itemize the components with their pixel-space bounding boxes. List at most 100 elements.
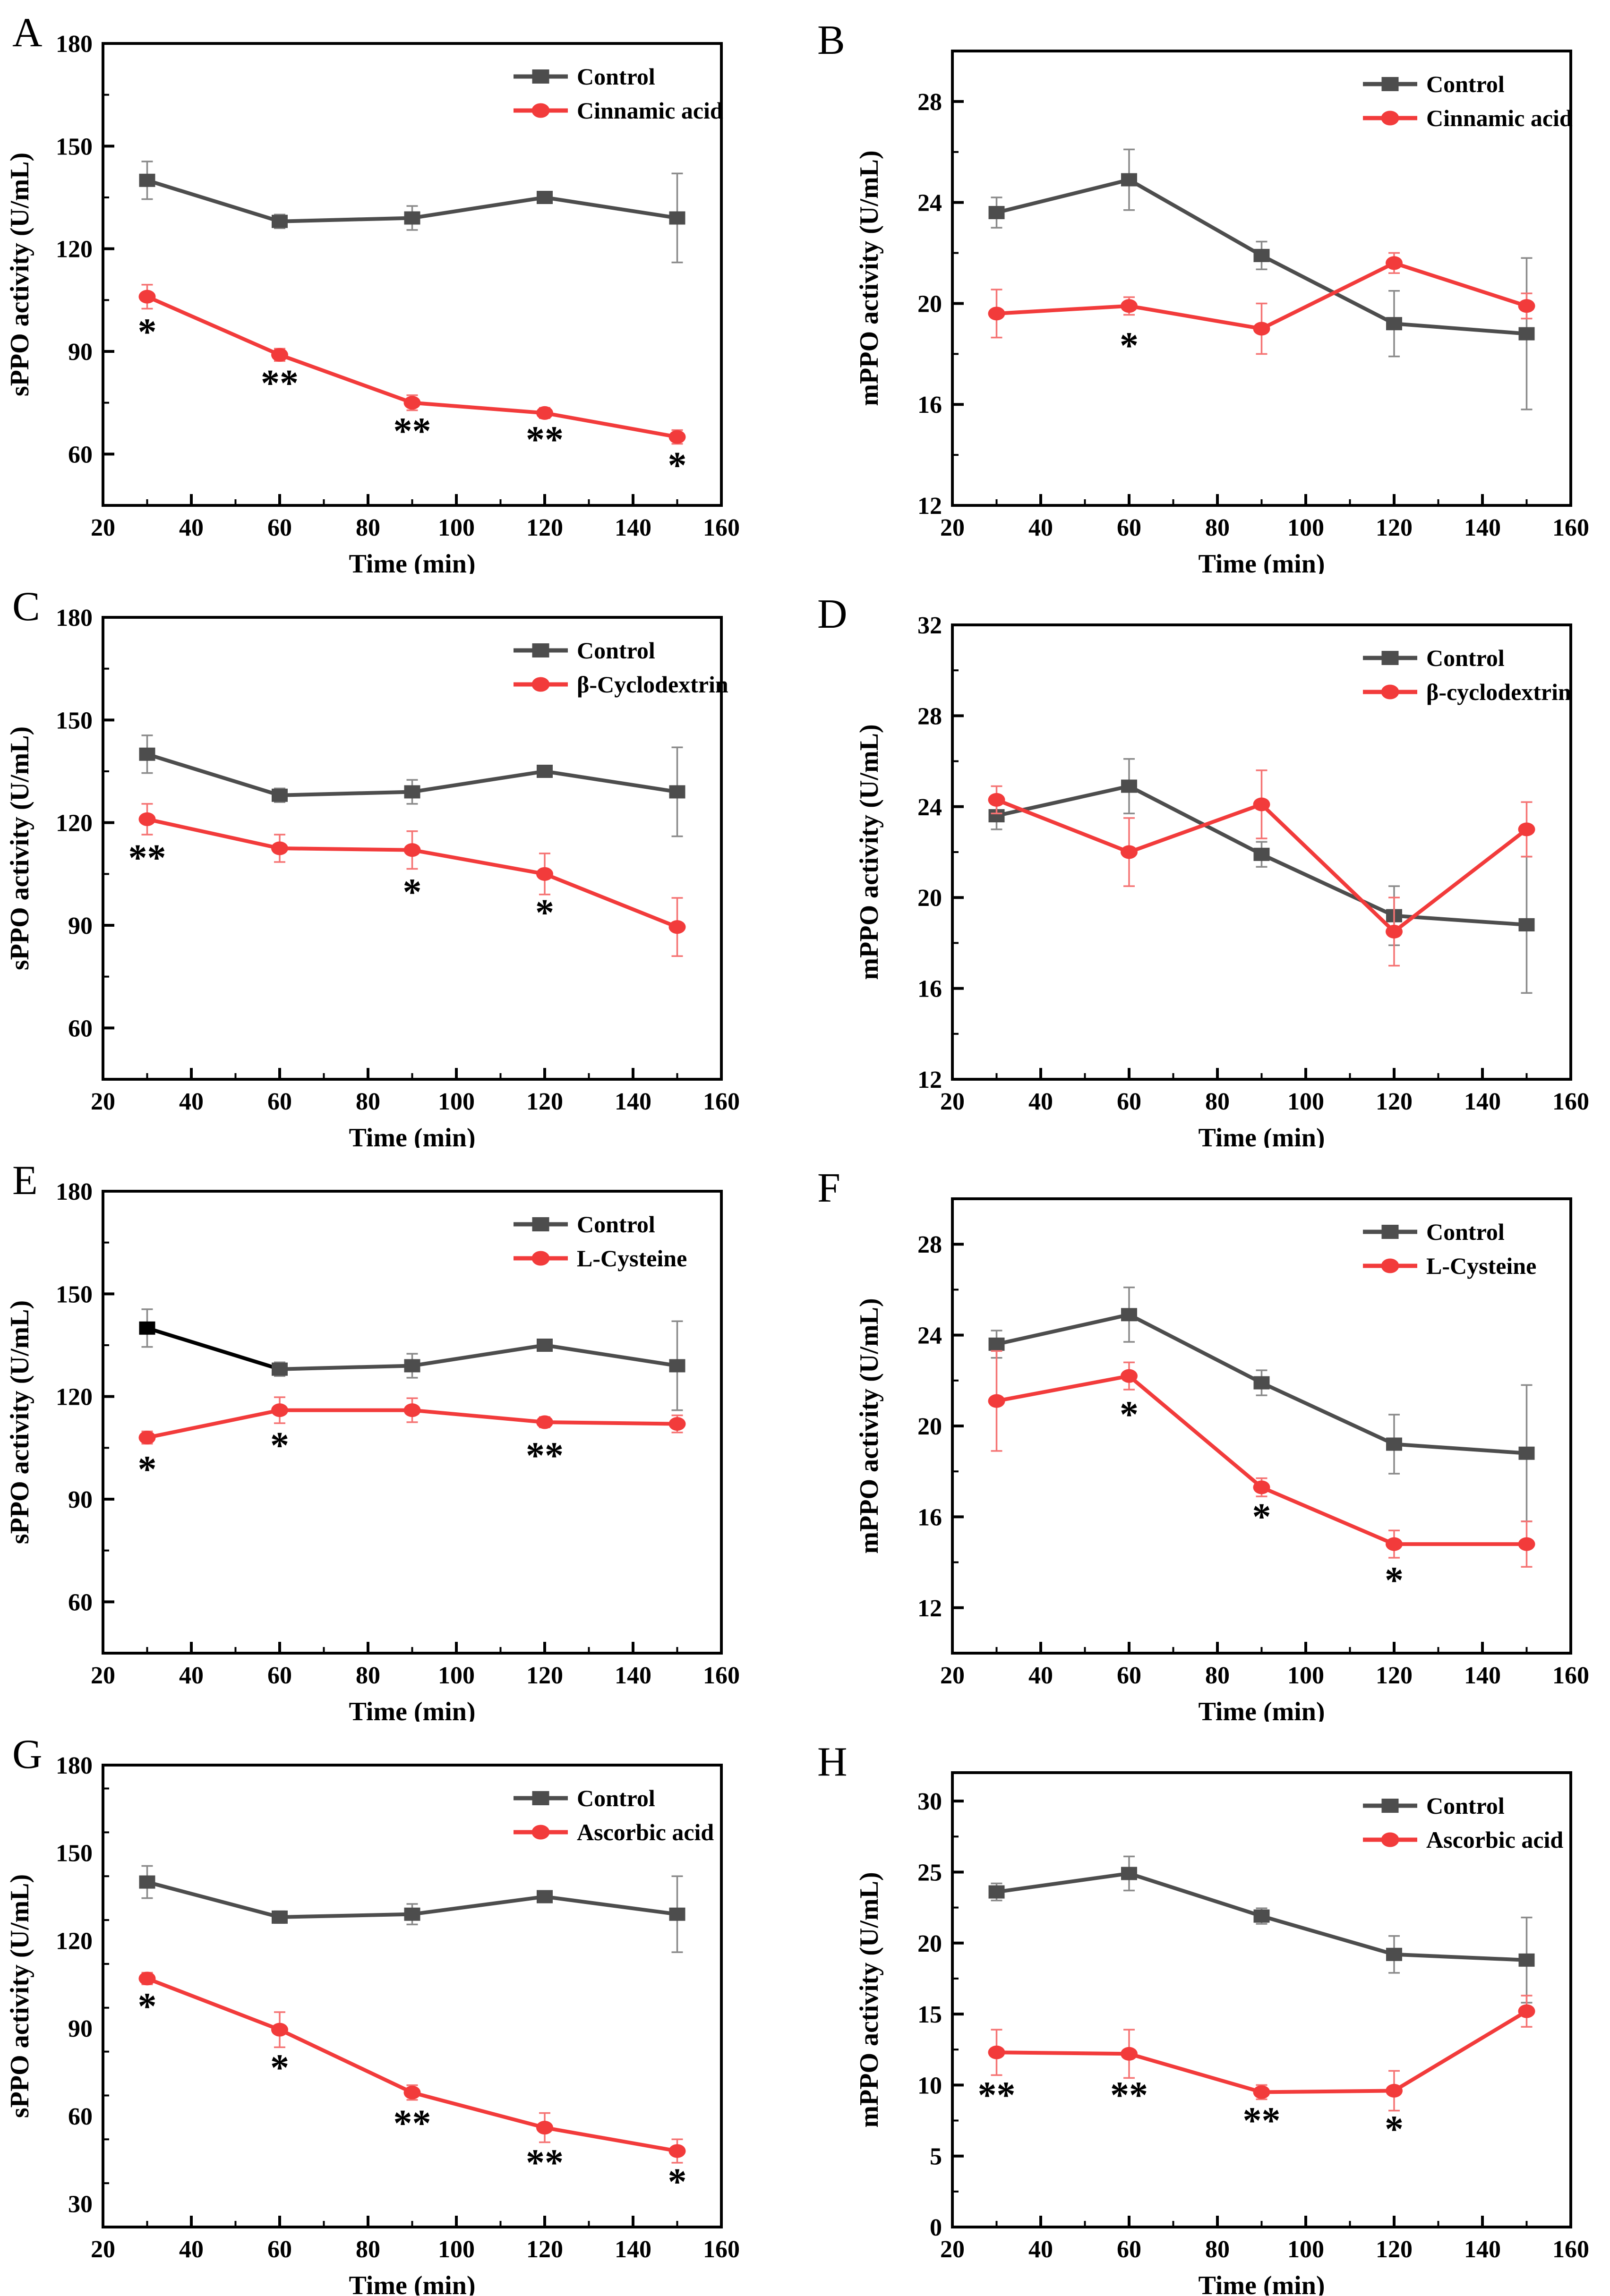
- square-marker: [404, 1907, 420, 1921]
- series-line: [145, 295, 282, 357]
- x-tick-label: 40: [179, 514, 204, 541]
- x-tick-label: 120: [1376, 2236, 1413, 2263]
- x-tick-label: 100: [438, 2236, 475, 2263]
- x-axis: 20 40 60 80 100 120 140 160: [940, 494, 1589, 541]
- legend-label: Control: [1426, 1219, 1505, 1245]
- x-tick-label: 80: [356, 1088, 380, 1115]
- chart-G: G 20 40 60 80 100 120 140 160 30 60 90 120 150 180 Time…: [5, 1732, 740, 2296]
- series-treatment: [988, 769, 1535, 967]
- circle-marker: [1518, 1537, 1535, 1551]
- panel-letter: E: [12, 1158, 38, 1203]
- significance-asterisk: **: [526, 2142, 564, 2184]
- square-marker: [139, 1875, 155, 1889]
- significance-annotations: ***** ***: [138, 311, 687, 487]
- significance-annotations: *******: [138, 1986, 687, 2202]
- legend: Control L-Cysteine: [514, 1211, 687, 1272]
- square-marker: [272, 1910, 288, 1924]
- square-marker: [669, 211, 685, 225]
- legend: Control β-cyclodextrin: [1363, 645, 1571, 705]
- circle-marker: [138, 290, 156, 304]
- significance-asterisk: *: [1120, 325, 1139, 367]
- square-marker: [1518, 1446, 1535, 1460]
- series-line: [1127, 178, 1264, 257]
- square-marker: [537, 765, 553, 778]
- series-line: [543, 1343, 679, 1368]
- x-tick-label: 80: [1205, 2236, 1230, 2263]
- significance-asterisk: **: [128, 837, 166, 879]
- series-line: [278, 1912, 414, 1919]
- x-tick-label: 20: [91, 1662, 115, 1689]
- panel-A: A 20 40 60 80 100 120 140 160 60 90 120 150 180 Time (…: [0, 0, 805, 574]
- x-tick-label: 80: [356, 1662, 380, 1689]
- x-tick-label: 60: [267, 1662, 292, 1689]
- square-marker: [139, 747, 155, 761]
- x-axis-title: Time (min): [1198, 2271, 1325, 2296]
- x-tick-label: 80: [356, 2236, 380, 2263]
- legend-item-control: Control: [514, 63, 655, 90]
- series-line: [1259, 2089, 1396, 2094]
- y-tick-label: 150: [56, 1281, 93, 1308]
- legend-circle-marker: [531, 1251, 550, 1266]
- x-tick-label: 20: [91, 2236, 115, 2263]
- y-tick-label: 24: [917, 1323, 942, 1349]
- panel-B: B 20 40 60 80 100 120 140 160 12 16 20 24 28 Time (min…: [805, 0, 1610, 574]
- series-line: [1127, 1374, 1264, 1489]
- y-axis: 60 90 120 150 180: [56, 605, 114, 1080]
- x-tick-label: 120: [526, 1088, 563, 1115]
- y-tick-label: 120: [56, 236, 93, 263]
- significance-asterisk: *: [668, 445, 687, 487]
- legend: Control Cinnamic acid: [514, 63, 723, 124]
- series-control: [139, 161, 685, 264]
- significance-asterisk: *: [1252, 1496, 1271, 1538]
- series-control: [988, 1286, 1535, 1522]
- x-tick-label: 160: [703, 514, 740, 541]
- circle-marker: [138, 1972, 156, 1986]
- legend-label: L-Cysteine: [1426, 1253, 1536, 1279]
- circle-marker: [1386, 1537, 1403, 1551]
- x-tick-label: 120: [1376, 514, 1413, 541]
- series-line: [145, 1880, 282, 1919]
- significance-asterisk: *: [138, 1986, 157, 2027]
- series-line: [1127, 1313, 1264, 1385]
- square-marker: [272, 1362, 288, 1376]
- panel-letter: A: [12, 10, 43, 56]
- significance-asterisk: **: [526, 1435, 564, 1477]
- y-tick-label: 120: [56, 1384, 93, 1411]
- square-marker: [1121, 779, 1137, 793]
- square-marker: [988, 1337, 1005, 1351]
- y-axis: 12 16 20 24 28: [917, 1198, 964, 1654]
- x-tick-label: 100: [438, 514, 475, 541]
- y-tick-label: 28: [917, 703, 942, 730]
- panel-D: D 20 40 60 80 100 120 140 160 12 16 20 24 28 32 Time (m…: [805, 574, 1610, 1148]
- legend-circle-marker: [531, 103, 550, 118]
- y-tick-label: 16: [917, 976, 942, 1003]
- legend-item-treatment: Ascorbic acid: [1363, 1827, 1563, 1853]
- x-tick-label: 40: [1028, 514, 1053, 541]
- x-tick-label: 100: [1287, 1088, 1324, 1115]
- panel-G: G 20 40 60 80 100 120 140 160 30 60 90 120 150 180 Time…: [0, 1722, 805, 2296]
- x-tick-label: 40: [179, 1662, 204, 1689]
- circle-marker: [1253, 2085, 1270, 2099]
- series-line: [278, 790, 414, 797]
- panel-C: C 20 40 60 80 100 120 140 160 60 90 120 150 180 Time (…: [0, 574, 805, 1148]
- y-axis: 60 90 120 150 180: [56, 1178, 114, 1654]
- circle-marker: [536, 2121, 553, 2135]
- x-tick-label: 140: [615, 1662, 651, 1689]
- legend-square-marker: [532, 1791, 549, 1805]
- legend-circle-marker: [1381, 684, 1399, 700]
- legend-label: Control: [577, 637, 655, 664]
- circle-marker: [1518, 2004, 1535, 2018]
- series-line: [410, 2091, 547, 2130]
- chart-H: H 20 40 60 80 100 120 140 160 0 5 10 15 20 25 30 Time (m…: [817, 1739, 1589, 2296]
- x-tick-label: 100: [1287, 514, 1324, 541]
- significance-asterisk: *: [270, 2047, 289, 2089]
- x-tick-label: 80: [1205, 1088, 1230, 1115]
- series-line: [1392, 1952, 1529, 1962]
- legend-item-treatment: Ascorbic acid: [514, 1819, 714, 1845]
- circle-marker: [1121, 1369, 1138, 1383]
- square-marker: [139, 173, 155, 187]
- square-marker: [1121, 1867, 1137, 1880]
- legend-circle-marker: [531, 1825, 550, 1840]
- y-tick-label: 150: [56, 1840, 93, 1867]
- significance-annotations: *******: [978, 2074, 1404, 2150]
